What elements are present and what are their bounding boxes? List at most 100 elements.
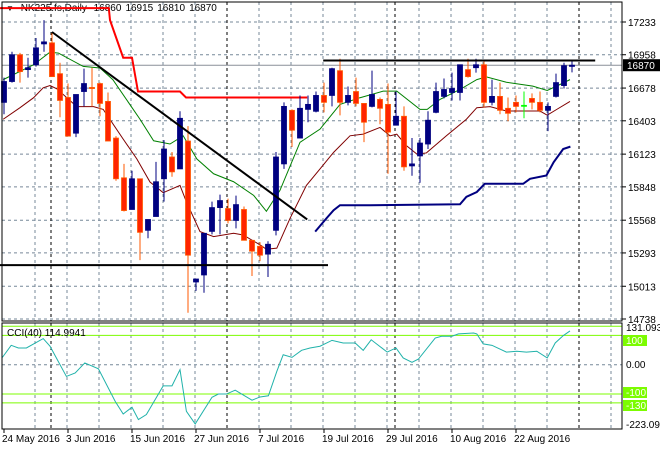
- candle: [385, 83, 391, 174]
- candle-body: [257, 245, 263, 256]
- candle: [25, 57, 31, 78]
- candle: [329, 67, 335, 107]
- date-axis-label: 19 Jul 2016: [322, 434, 374, 445]
- candle-body: [241, 209, 247, 241]
- candle: [489, 79, 495, 106]
- candle-body: [57, 73, 63, 101]
- candle: [225, 198, 231, 224]
- candle: [553, 73, 559, 98]
- candle: [481, 59, 487, 108]
- candle: [193, 278, 199, 291]
- candle-body: [553, 82, 559, 97]
- candle-body: [377, 98, 383, 109]
- candle: [377, 97, 383, 125]
- price-axis-label: 15848: [628, 183, 656, 194]
- candle-body: [369, 94, 375, 107]
- candle-body: [449, 88, 455, 93]
- candle: [529, 93, 535, 110]
- candle-body: [409, 163, 415, 167]
- candle-body: [433, 91, 439, 113]
- candle: [289, 109, 295, 147]
- candle: [393, 91, 399, 126]
- cci-axis-max-label: 131.0936: [626, 323, 660, 334]
- candle-body: [41, 41, 47, 45]
- price-axis-label: 16403: [628, 117, 656, 128]
- candle: [425, 111, 431, 150]
- candle-body: [297, 107, 303, 139]
- candle-body: [353, 91, 359, 104]
- candle-body: [561, 65, 567, 86]
- candle-body: [73, 94, 79, 134]
- candle: [433, 82, 439, 114]
- indicator-overlays: [0, 7, 622, 250]
- candle: [257, 242, 263, 262]
- date-axis-label: 3 Jun 2016: [66, 434, 116, 445]
- candle-body: [249, 239, 255, 252]
- candle-body: [169, 156, 175, 173]
- candle: [521, 91, 527, 119]
- price-axis-label: 15568: [628, 216, 656, 227]
- candle: [441, 78, 447, 99]
- candle: [153, 161, 159, 217]
- candle-body: [145, 219, 151, 231]
- candle-body: [105, 100, 111, 142]
- candle-body: [529, 98, 535, 103]
- candle: [17, 52, 23, 83]
- candle: [297, 95, 303, 139]
- trend-lines[interactable]: [0, 31, 596, 267]
- candle: [241, 206, 247, 241]
- candle: [129, 170, 135, 210]
- candle-body: [425, 119, 431, 145]
- candle-body: [465, 69, 471, 78]
- candle: [361, 103, 367, 143]
- price-axis-label: 14738: [628, 315, 656, 326]
- cci-axis-min-label: -223.096: [626, 420, 660, 431]
- candle-body: [329, 68, 335, 96]
- candle-body: [489, 95, 495, 103]
- candle: [321, 82, 327, 113]
- date-axis-label: 29 Jul 2016: [386, 434, 438, 445]
- candle: [457, 64, 463, 101]
- price-axis-label: 16123: [628, 150, 656, 161]
- candle-body: [193, 278, 199, 283]
- ohlc-close: 16870: [189, 3, 217, 14]
- candle-body: [97, 83, 103, 104]
- candle-body: [265, 243, 271, 255]
- candle: [201, 232, 207, 293]
- candle: [145, 219, 151, 239]
- candle-body: [185, 140, 191, 256]
- candle: [73, 94, 79, 138]
- candle-body: [137, 178, 143, 233]
- candle: [305, 95, 311, 123]
- candle-body: [497, 95, 503, 111]
- candle-body: [25, 67, 31, 71]
- candle: [569, 59, 575, 73]
- candle-body: [289, 109, 295, 131]
- cci-axis-zero-label: 0.00: [626, 360, 646, 371]
- price-axis-label: 15013: [628, 282, 656, 293]
- candle: [265, 241, 271, 277]
- candle: [417, 138, 423, 183]
- cci-level-label: 100: [626, 336, 643, 347]
- candle-body: [313, 95, 319, 112]
- cci-level-badge: [623, 400, 647, 411]
- candle: [233, 195, 239, 229]
- candle-body: [345, 95, 351, 103]
- candle: [41, 20, 47, 52]
- candle-body: [457, 64, 463, 93]
- candle: [505, 97, 511, 122]
- candle: [353, 77, 359, 107]
- price-axis-label: 15293: [628, 249, 656, 260]
- cci-level-badge: [623, 387, 647, 398]
- cci-pane-frame: [1, 322, 623, 430]
- candle-body: [81, 83, 87, 92]
- candle: [337, 58, 343, 116]
- candle: [65, 83, 71, 137]
- candle-body: [393, 115, 399, 126]
- candle: [401, 106, 407, 171]
- candle: [409, 138, 415, 176]
- downtrend-line: [51, 31, 308, 221]
- date-axis-label: 27 Jun 2016: [194, 434, 249, 445]
